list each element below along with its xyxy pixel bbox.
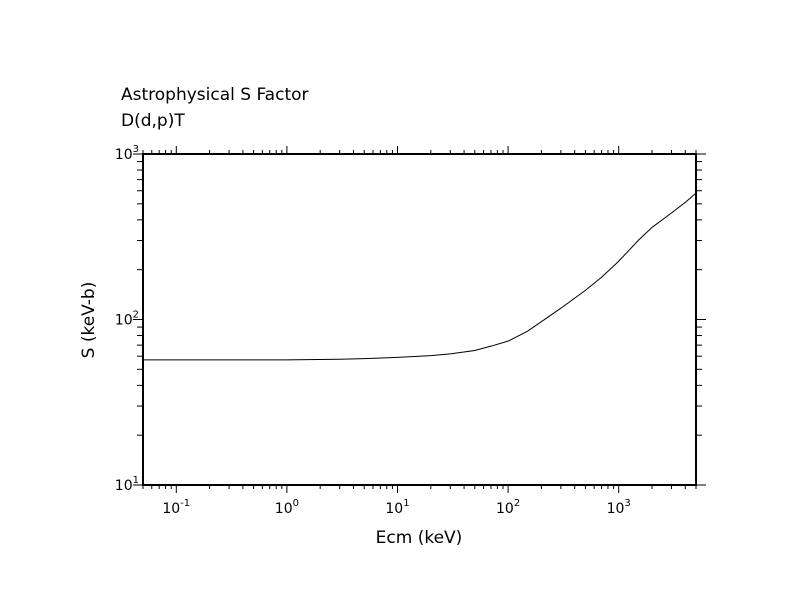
y-tick-label-exponent: 2 <box>133 310 139 321</box>
plot-frame <box>142 153 697 486</box>
x-tick-label: 101 <box>385 498 409 517</box>
y-tick-label: 103 <box>115 144 139 163</box>
axis-ticks <box>133 146 706 493</box>
x-tick-label-exponent: 0 <box>293 498 299 509</box>
x-tick-label-base: 10 <box>162 501 180 517</box>
y-tick-label-base: 10 <box>115 313 133 329</box>
x-axis-title: Ecm (keV) <box>376 528 463 548</box>
y-tick-label-exponent: 3 <box>133 144 139 155</box>
y-tick-label: 101 <box>115 475 139 494</box>
chart-title: Astrophysical S Factor <box>121 85 309 105</box>
x-tick-label-exponent: -1 <box>180 498 190 509</box>
y-axis-title: S (keV-b) <box>79 282 99 359</box>
x-tick-label-base: 10 <box>607 501 625 517</box>
chart-subtitle: D(d,p)T <box>121 111 185 131</box>
x-tick-label-exponent: 3 <box>624 498 630 509</box>
y-tick-label: 102 <box>115 310 139 329</box>
x-tick-label-exponent: 1 <box>403 498 409 509</box>
series-line <box>143 192 697 361</box>
x-tick-label: 103 <box>607 498 631 517</box>
x-tick-label: 100 <box>275 498 299 517</box>
x-tick-label-base: 10 <box>275 501 293 517</box>
y-tick-label-base: 10 <box>115 147 133 163</box>
x-tick-label: 102 <box>496 498 520 517</box>
y-tick-label-exponent: 1 <box>133 475 139 486</box>
y-tick-label-base: 10 <box>115 478 133 494</box>
x-tick-label-exponent: 2 <box>514 498 520 509</box>
x-tick-label: 10-1 <box>162 498 190 517</box>
x-tick-label-base: 10 <box>385 501 403 517</box>
x-tick-label-base: 10 <box>496 501 514 517</box>
